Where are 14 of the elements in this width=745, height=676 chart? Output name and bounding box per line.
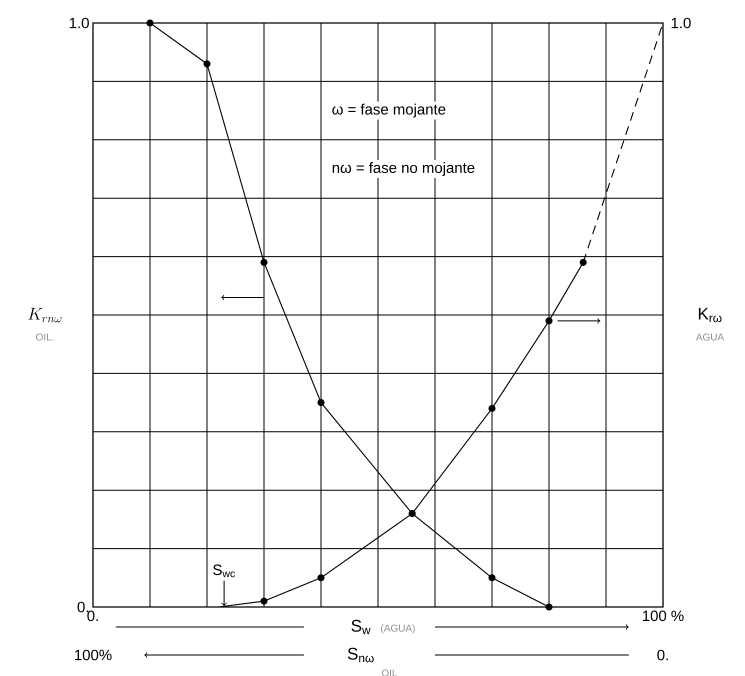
x2-tick-label: 100% xyxy=(75,650,112,660)
x2-axis-title: S$_{nω}$ xyxy=(348,648,374,662)
text: AGUA xyxy=(696,333,724,341)
text: OIL. xyxy=(36,333,54,341)
x-axis-title: S$_{w}$ xyxy=(351,620,371,634)
x2-tick-label: 0. xyxy=(657,650,668,660)
annotation: S$_{wc}$ xyxy=(213,564,235,578)
annotation: ω = fase mojante xyxy=(332,104,446,118)
text: (AGUA) xyxy=(381,624,415,634)
y-axis-title: $K_{rn\omega}$ xyxy=(28,308,62,322)
text: 1.0 xyxy=(672,18,691,28)
y2-axis-title: K$_{rω}$ xyxy=(698,308,722,322)
x-tick-label: 100 % xyxy=(642,610,684,622)
annotation: nω = fase no mojante xyxy=(332,162,474,176)
